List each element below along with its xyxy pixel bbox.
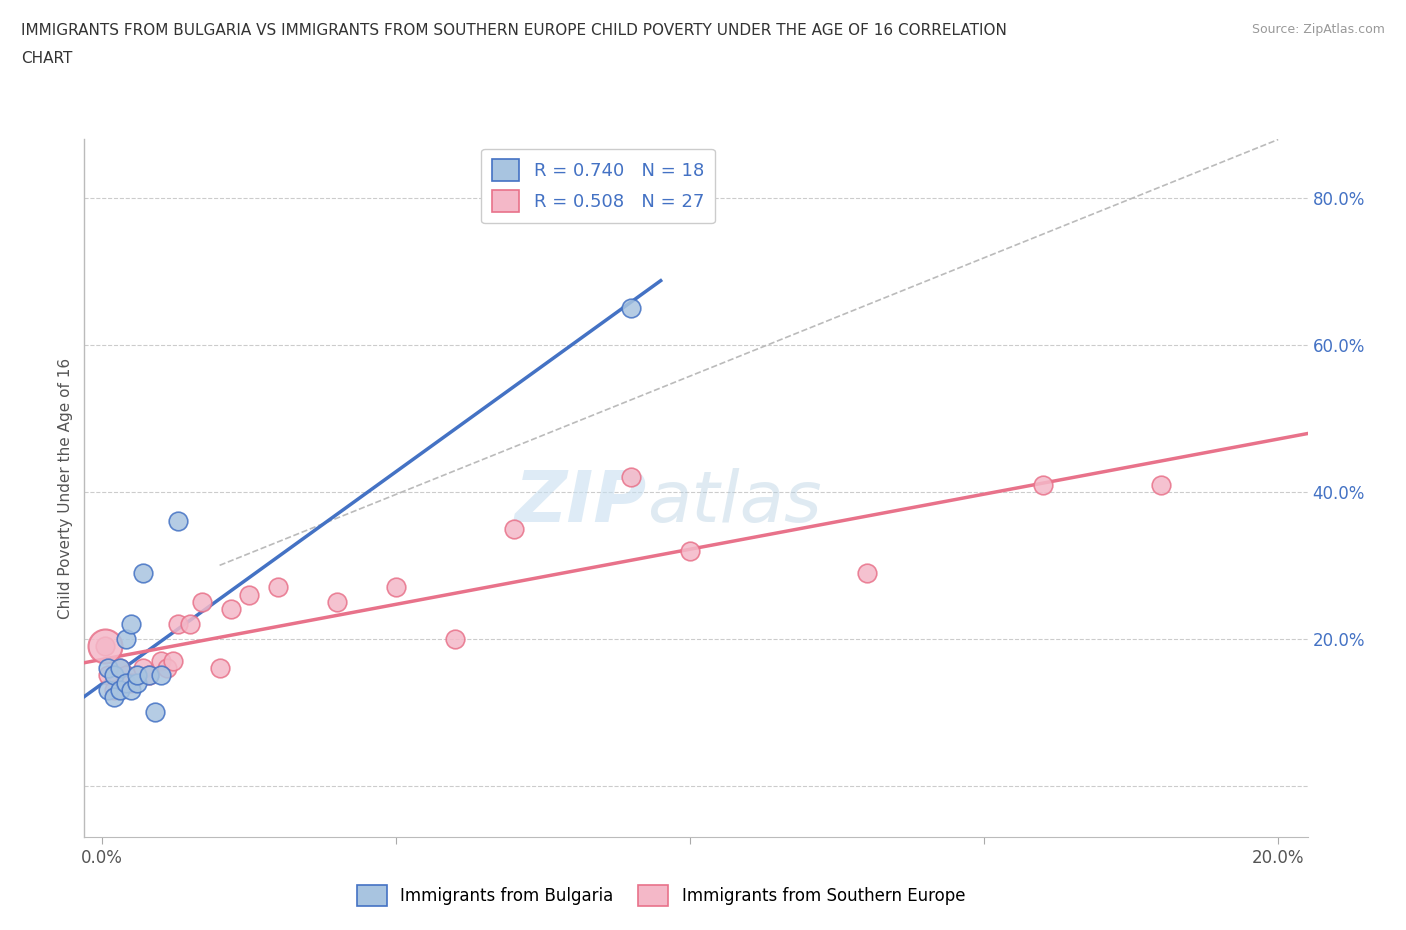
Point — [114, 675, 136, 690]
Point — [120, 617, 142, 631]
Point — [679, 543, 702, 558]
Point — [191, 594, 214, 609]
Point — [94, 639, 117, 654]
Point — [238, 587, 260, 602]
Y-axis label: Child Poverty Under the Age of 16: Child Poverty Under the Age of 16 — [58, 358, 73, 618]
Point — [108, 660, 131, 675]
Point — [1149, 477, 1171, 492]
Point — [108, 660, 131, 675]
Point — [179, 617, 201, 631]
Point — [143, 705, 166, 720]
Point — [94, 639, 117, 654]
Point — [149, 668, 172, 683]
Point — [97, 683, 120, 698]
Text: atlas: atlas — [647, 468, 821, 537]
Point — [149, 654, 172, 669]
Legend: Immigrants from Bulgaria, Immigrants from Southern Europe: Immigrants from Bulgaria, Immigrants fro… — [350, 879, 972, 912]
Point — [620, 301, 643, 316]
Legend: R = 0.740   N = 18, R = 0.508   N = 27: R = 0.740 N = 18, R = 0.508 N = 27 — [481, 149, 714, 223]
Point — [167, 514, 190, 529]
Point — [156, 660, 179, 675]
Point — [326, 594, 349, 609]
Point — [132, 660, 155, 675]
Point — [114, 631, 136, 646]
Point — [444, 631, 467, 646]
Point — [114, 668, 136, 683]
Point — [267, 580, 290, 595]
Point — [855, 565, 877, 580]
Point — [221, 602, 243, 617]
Point — [120, 675, 142, 690]
Point — [208, 660, 231, 675]
Point — [97, 660, 120, 675]
Text: ZIP: ZIP — [515, 468, 647, 537]
Point — [138, 668, 160, 683]
Point — [103, 668, 125, 683]
Point — [138, 668, 160, 683]
Point — [167, 617, 190, 631]
Point — [132, 565, 155, 580]
Text: IMMIGRANTS FROM BULGARIA VS IMMIGRANTS FROM SOUTHERN EUROPE CHILD POVERTY UNDER : IMMIGRANTS FROM BULGARIA VS IMMIGRANTS F… — [21, 23, 1007, 38]
Point — [108, 683, 131, 698]
Point — [1032, 477, 1054, 492]
Point — [103, 683, 125, 698]
Point — [103, 690, 125, 705]
Text: Source: ZipAtlas.com: Source: ZipAtlas.com — [1251, 23, 1385, 36]
Point — [127, 675, 149, 690]
Point — [120, 683, 142, 698]
Point — [162, 654, 184, 669]
Point — [502, 521, 524, 536]
Point — [385, 580, 408, 595]
Point — [127, 668, 149, 683]
Point — [620, 470, 643, 485]
Point — [97, 668, 120, 683]
Text: CHART: CHART — [21, 51, 73, 66]
